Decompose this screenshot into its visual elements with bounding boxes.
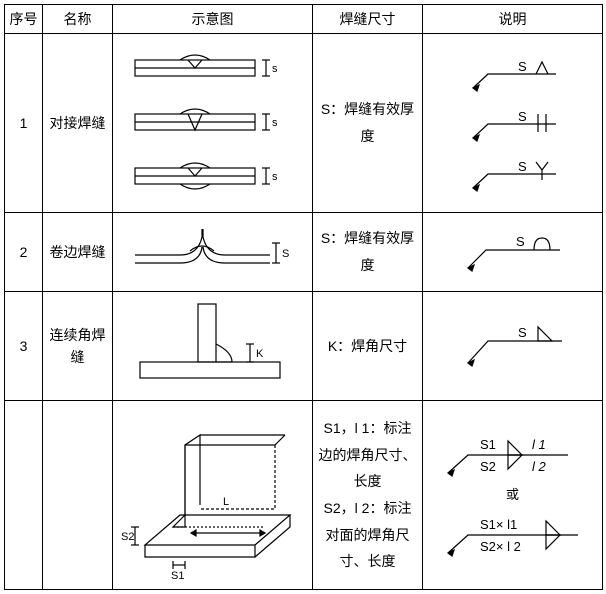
- header-row: 序号 名称 示意图 焊缝尺寸 说明: [5, 5, 603, 34]
- svg-text:L: L: [223, 496, 229, 508]
- symbol-edge-weld: S: [438, 222, 588, 282]
- svg-text:S2× l 2: S2× l 2: [480, 539, 521, 554]
- size-line: S2，l 2：标注: [315, 495, 420, 522]
- svg-text:K: K: [256, 348, 264, 360]
- cell-size: K：焊角尺寸: [313, 292, 423, 401]
- size-line: S1，l 1：标注: [315, 415, 420, 442]
- cell-diagram: K: [113, 292, 313, 401]
- svg-text:S: S: [518, 109, 527, 124]
- cell-name: 连续角焊缝: [43, 292, 113, 401]
- weld-table: 序号 名称 示意图 焊缝尺寸 说明 1 对接焊缝: [4, 4, 603, 590]
- table-row: 3 连续角焊缝 K K：焊角尺寸: [5, 292, 603, 401]
- svg-text:S: S: [518, 325, 527, 340]
- cell-name: 卷边焊缝: [43, 213, 113, 292]
- table-row: 2 卷边焊缝 S S：焊缝有效厚度: [5, 213, 603, 292]
- cell-seq: 1: [5, 34, 43, 213]
- svg-text:l 1: l 1: [532, 437, 546, 452]
- svg-text:s: s: [272, 117, 278, 129]
- cell-seq: [5, 401, 43, 590]
- diagram-butt-weld: s s: [120, 38, 305, 208]
- cell-diagram: S: [113, 213, 313, 292]
- cell-diagram: L S2 S1: [113, 401, 313, 590]
- symbol-fillet-weld: S: [438, 311, 588, 381]
- diagram-isometric-fillet: L S2 S1: [115, 405, 310, 585]
- diagram-fillet-weld: K: [120, 296, 305, 396]
- cell-seq: 3: [5, 292, 43, 401]
- cell-size: S：焊缝有效厚度: [313, 213, 423, 292]
- cell-size: S：焊缝有效厚度: [313, 34, 423, 213]
- svg-text:s: s: [272, 171, 278, 183]
- cell-desc: S: [423, 213, 603, 292]
- size-line: 边的焊角尺寸、长度: [315, 442, 420, 495]
- svg-text:S: S: [518, 159, 527, 174]
- svg-text:S1: S1: [480, 437, 496, 452]
- size-line: 对面的焊角尺寸、长度: [315, 522, 420, 575]
- svg-text:S2: S2: [480, 459, 496, 474]
- svg-text:S1× l1: S1× l1: [480, 517, 517, 532]
- header-name: 名称: [43, 5, 113, 34]
- header-size: 焊缝尺寸: [313, 5, 423, 34]
- header-desc: 说明: [423, 5, 603, 34]
- header-seq: 序号: [5, 5, 43, 34]
- svg-text:或: 或: [506, 487, 519, 502]
- symbol-butt-weld: S S S: [438, 48, 588, 198]
- svg-text:S2: S2: [121, 531, 134, 543]
- svg-text:S: S: [282, 248, 289, 260]
- table-row: L S2 S1 S1，l 1：标注 边的焊角尺寸、长度 S2，l 2：标注 对面…: [5, 401, 603, 590]
- cell-name: [43, 401, 113, 590]
- cell-name: 对接焊缝: [43, 34, 113, 213]
- diagram-edge-weld: S: [120, 217, 305, 287]
- cell-desc: S S S: [423, 34, 603, 213]
- svg-text:S: S: [516, 234, 525, 249]
- cell-desc: S: [423, 292, 603, 401]
- cell-size: S1，l 1：标注 边的焊角尺寸、长度 S2，l 2：标注 对面的焊角尺寸、长度: [313, 401, 423, 590]
- svg-text:S: S: [518, 59, 527, 74]
- header-diag: 示意图: [113, 5, 313, 34]
- cell-desc: S1 S2 l 1 l 2 或 S1× l1 S2× l 2: [423, 401, 603, 590]
- cell-diagram: s s: [113, 34, 313, 213]
- symbol-double-fillet: S1 S2 l 1 l 2 或 S1× l1 S2× l 2: [428, 415, 598, 575]
- svg-text:S1: S1: [171, 570, 184, 582]
- table-row: 1 对接焊缝 s: [5, 34, 603, 213]
- svg-text:s: s: [272, 63, 278, 75]
- cell-seq: 2: [5, 213, 43, 292]
- svg-text:l 2: l 2: [532, 459, 547, 474]
